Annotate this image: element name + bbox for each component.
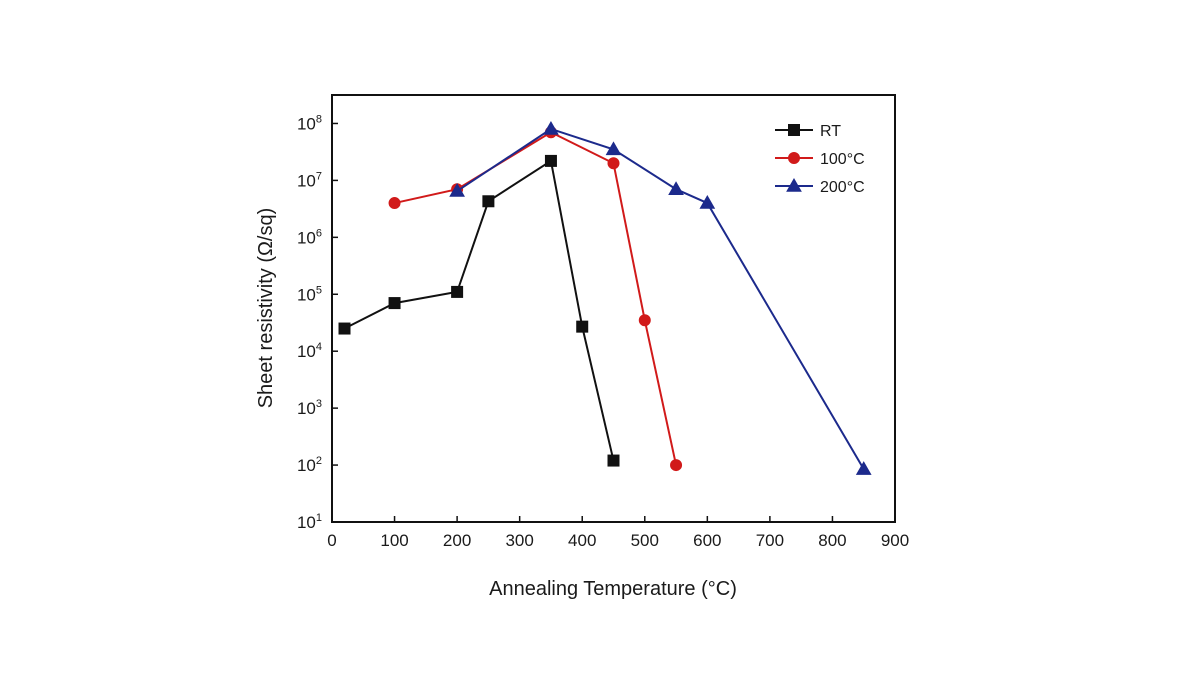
x-tick-label: 700 xyxy=(756,531,784,550)
series-layer xyxy=(338,120,872,475)
data-point xyxy=(576,320,589,333)
y-axis-ticks: 101 102 103 104 105 106 107 108 xyxy=(297,113,338,532)
legend-marker xyxy=(788,152,800,164)
legend-item: 200°C xyxy=(775,177,865,196)
data-point xyxy=(638,314,651,327)
series-1 xyxy=(388,126,683,472)
plot-frame xyxy=(331,94,896,523)
data-point xyxy=(388,197,401,210)
y-axis-label: Sheet resistivity (Ω/sq) xyxy=(255,208,277,409)
x-axis-label: Annealing Temperature (°C) xyxy=(489,578,737,600)
x-tick-label: 800 xyxy=(818,531,846,550)
data-point xyxy=(338,322,351,335)
x-axis-ticks: 0 100 200 300 400 500 600 700 800 900 xyxy=(327,516,909,550)
data-point xyxy=(544,154,557,167)
data-point xyxy=(699,195,716,209)
y-tick-label: 102 xyxy=(297,455,322,475)
x-tick-label: 600 xyxy=(693,531,721,550)
data-point xyxy=(451,285,464,298)
legend: RT 100°C 200°C xyxy=(775,123,865,196)
legend-marker xyxy=(788,124,800,136)
x-tick-label: 900 xyxy=(881,531,909,550)
y-tick-label: 104 xyxy=(297,341,322,361)
data-point xyxy=(482,195,495,208)
legend-label: RT xyxy=(820,123,841,140)
y-tick-label: 107 xyxy=(297,170,322,190)
x-tick-label: 300 xyxy=(505,531,533,550)
data-point xyxy=(607,454,620,467)
y-tick-label: 106 xyxy=(297,227,322,247)
data-point xyxy=(855,461,872,475)
y-tick-label: 103 xyxy=(297,398,322,418)
x-tick-label: 100 xyxy=(380,531,408,550)
x-tick-label: 500 xyxy=(631,531,659,550)
series-0 xyxy=(338,154,620,467)
data-point xyxy=(668,181,684,195)
x-tick-label: 200 xyxy=(443,531,471,550)
legend-marker xyxy=(786,177,802,192)
x-tick-label: 400 xyxy=(568,531,596,550)
y-tick-label: 101 xyxy=(297,512,322,532)
data-point xyxy=(605,141,622,156)
series-line xyxy=(394,131,678,466)
x-tick-label: 0 xyxy=(327,531,336,550)
legend-item: 100°C xyxy=(775,151,865,168)
series-2 xyxy=(449,120,872,475)
series-line xyxy=(344,159,615,461)
data-point xyxy=(670,459,683,472)
series-line xyxy=(456,127,865,470)
legend-label: 200°C xyxy=(820,179,865,196)
legend-item: RT xyxy=(775,123,841,140)
data-point xyxy=(388,297,401,310)
y-tick-label: 105 xyxy=(297,284,322,304)
y-tick-label: 108 xyxy=(297,113,322,133)
data-point xyxy=(449,183,465,197)
data-point xyxy=(607,157,620,170)
legend-label: 100°C xyxy=(820,151,865,168)
data-point xyxy=(543,120,559,135)
